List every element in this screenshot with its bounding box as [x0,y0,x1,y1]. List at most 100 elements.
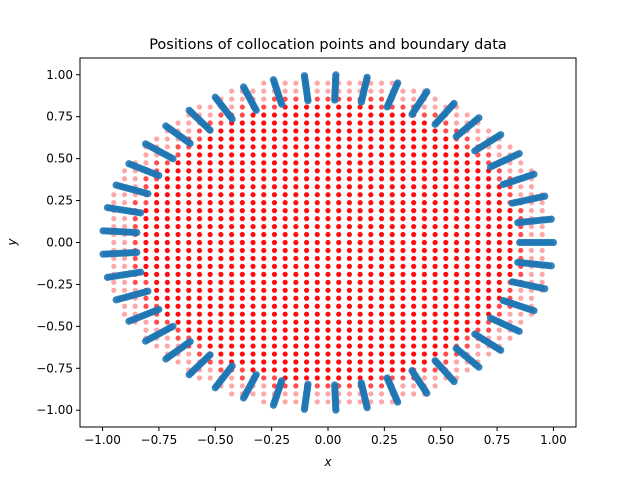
collocation-point [325,216,331,222]
boundary-point [530,170,538,178]
collocation-point [325,208,331,214]
collocation-point [132,279,138,285]
collocation-point [496,279,502,285]
collocation-point [314,287,320,293]
collocation-point [271,128,278,134]
collocation-point [496,263,502,269]
boundary-point [99,250,107,258]
collocation-point [293,104,299,110]
collocation-point [346,295,353,301]
boundary-point [549,238,558,247]
collocation-point [282,176,288,182]
collocation-point [239,263,245,269]
collocation-point [400,112,406,118]
collocation-point [336,128,342,134]
collocation-point [186,231,192,238]
collocation-point [143,239,149,246]
collocation-point [325,327,331,333]
collocation-point [368,327,374,333]
collocation-point [507,255,513,262]
collocation-point [475,279,481,285]
collocation-point [239,311,245,317]
collocation-point [143,223,149,230]
collocation-point [196,144,203,150]
collocation-point [496,271,502,277]
collocation-point [336,271,342,277]
collocation-point [143,271,149,277]
collocation-point [486,327,492,333]
collocation-point [239,128,245,134]
collocation-point [325,255,331,262]
collocation-point [486,223,492,230]
collocation-point [218,279,224,285]
collocation-point [121,303,128,309]
collocation-point [239,96,245,102]
x-tick-label: 0.00 [315,433,342,447]
collocation-point [218,287,224,293]
collocation-point [186,239,192,246]
collocation-point [239,383,245,389]
collocation-point [261,239,267,246]
collocation-point [443,319,449,325]
collocation-point [154,208,160,214]
collocation-point [486,271,492,277]
collocation-point [378,255,385,262]
collocation-point [346,383,353,389]
collocation-point [378,271,385,277]
collocation-point [314,88,320,94]
collocation-point [336,367,342,373]
collocation-point [282,359,288,365]
collocation-point [475,128,481,134]
collocation-point [261,200,267,206]
collocation-point [453,231,460,238]
boundary-point [363,404,371,412]
collocation-point [539,247,545,254]
collocation-point [357,144,363,150]
collocation-point [196,311,203,317]
collocation-point [368,271,374,277]
collocation-point [175,208,181,214]
collocation-point [411,200,417,206]
collocation-point [282,399,288,405]
collocation-point [453,263,460,269]
collocation-point [346,112,353,118]
collocation-point [229,375,235,381]
collocation-point [175,327,181,333]
collocation-point [378,200,385,206]
collocation-point [496,303,502,309]
collocation-point [271,255,278,262]
collocation-point [389,319,395,325]
collocation-point [432,255,438,262]
collocation-point [186,263,192,269]
collocation-point [218,295,224,301]
collocation-point [336,303,342,309]
collocation-point [518,271,524,277]
boundary-point [125,317,133,325]
collocation-point [271,367,278,373]
collocation-point [325,375,331,381]
collocation-point [314,311,320,317]
collocation-point [293,192,299,198]
boundary-point [394,398,402,406]
collocation-point [368,152,374,158]
collocation-point [293,335,299,341]
collocation-point [411,279,417,285]
collocation-point [271,343,278,349]
collocation-point [164,160,170,166]
collocation-point [357,287,363,293]
collocation-point [464,279,470,285]
boundary-point [547,215,555,223]
collocation-point [421,351,427,357]
collocation-point [121,223,128,230]
collocation-point [475,200,481,206]
collocation-point [464,176,470,182]
collocation-point [143,152,149,158]
collocation-point [411,335,417,341]
collocation-point [346,184,353,190]
boundary-point [497,346,505,354]
collocation-point [303,311,310,317]
collocation-point [218,152,224,158]
collocation-point [239,287,245,293]
collocation-point [196,343,203,349]
